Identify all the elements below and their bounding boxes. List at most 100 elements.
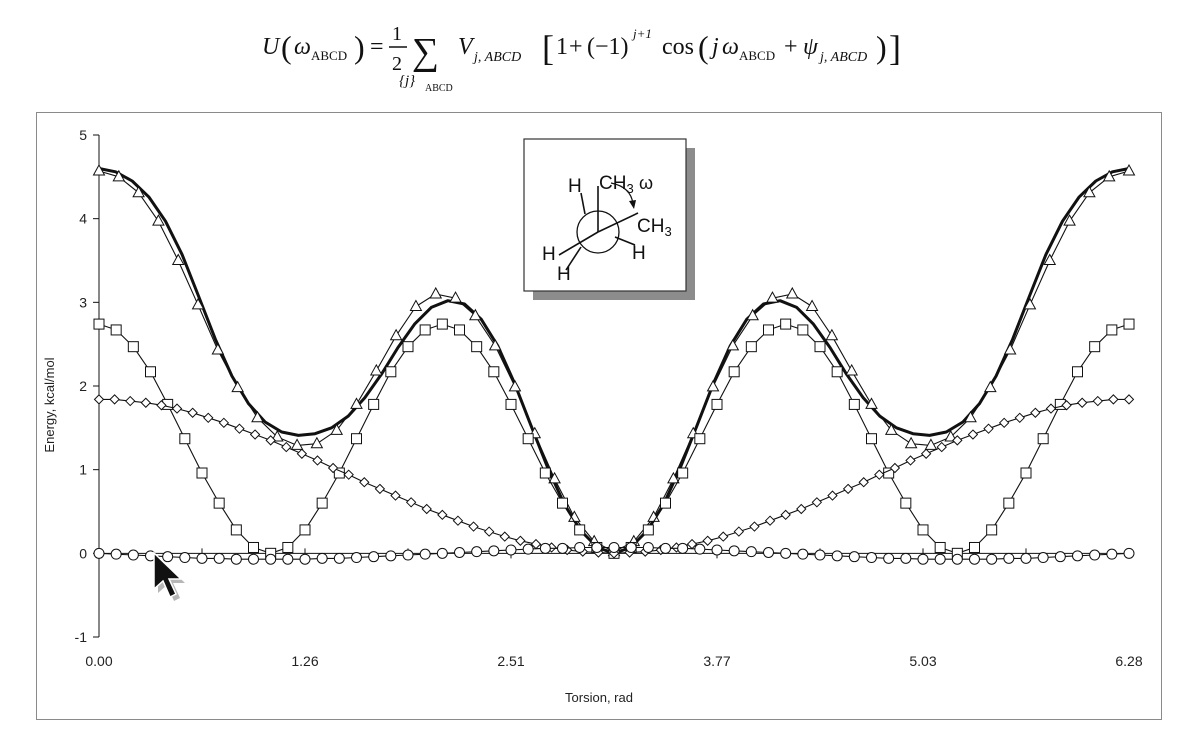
triangle-marker [508,379,522,392]
diamond-marker [343,469,354,480]
y-tick-label: 1 [79,462,87,478]
square-marker [1003,497,1015,509]
series-diamond [93,394,1135,559]
label-ch3-right: CH3 [637,216,672,239]
series-line [98,323,1130,554]
diamond-marker [125,395,136,407]
diamond-marker [780,509,791,521]
formula-U: U [262,34,281,60]
square-marker [230,524,242,536]
square-marker [196,467,208,479]
formula-sum-sub: {j} [399,73,415,89]
diamond-marker [811,497,823,508]
y-tick-label: 3 [79,294,87,310]
diamond-marker [140,397,152,408]
diamond-marker [718,531,729,542]
square-marker [1106,324,1118,336]
series-layer [92,163,1136,565]
square-marker [745,341,757,353]
triangle-marker [211,342,225,355]
diamond-marker [421,503,432,515]
formula-cos: cos [662,34,694,60]
diamond-marker [234,423,245,434]
formula-sigma: ∑ [412,31,439,73]
diamond-marker [93,394,105,405]
square-marker [471,341,483,353]
diamond-marker [327,462,339,474]
square-marker [282,541,294,553]
square-marker [780,318,792,330]
diamond-marker [858,477,869,488]
circle-marker [316,552,328,564]
diamond-marker [889,462,901,474]
triangle-marker [171,253,185,265]
diamond-marker [515,535,526,546]
circle-marker [848,551,860,563]
circle-marker [797,548,809,560]
circle-marker [1020,552,1032,564]
diamond-marker [1014,412,1025,424]
triangle-marker [1023,297,1037,310]
mouse-cursor-icon [153,551,185,601]
diamond-marker [405,497,417,508]
square-marker [179,433,191,445]
formula-plus-2: + [784,34,798,60]
square-marker [385,366,397,378]
diamond-marker [998,417,1010,429]
diamond-marker [171,403,183,414]
triangle-marker [429,286,443,299]
square-marker [351,433,362,445]
newman-projection-inset: CH3 CH3 H H H H ω [523,138,695,300]
square-marker [93,318,105,330]
square-marker [763,324,774,336]
triangle-marker [389,328,403,341]
diamond-marker [359,477,370,488]
square-marker [642,524,654,536]
square-marker [831,366,843,378]
circle-marker [265,553,277,565]
triangle-marker [548,471,561,484]
triangle-marker [1043,253,1057,265]
circle-marker [505,544,517,556]
y-tick-label: 5 [79,127,87,143]
circle-marker [539,542,551,554]
diamond-marker [967,429,979,440]
rotation-arrowhead [629,200,636,209]
triangle-marker [944,429,958,442]
triangle-marker [1102,169,1116,182]
triangle-marker [369,363,383,376]
bond-left [558,231,599,256]
formula-V: V [458,34,475,60]
diamond-marker [1123,394,1135,405]
triangle-marker [964,410,977,423]
formula-bracket-close: ] [889,28,901,68]
label-omega: ω [639,173,653,193]
formula-omega: ω [294,34,311,60]
y-tick-label: -1 [75,629,88,645]
circle-marker [711,544,723,556]
tick-labels: -1 0 1 2 3 4 5 0.00 1.26 2.51 3.77 5.03 6.28 [75,127,1143,669]
circle-marker [454,546,465,558]
triangle-marker [766,291,779,303]
formula-exponent: j+1 [631,26,652,41]
square-marker [402,341,414,353]
formula-cos-paren-close: ) [876,29,887,65]
circle-marker [351,552,362,564]
triangle-marker [290,438,304,450]
diamond-marker [296,448,308,459]
circle-marker [986,553,998,565]
diamond-marker [499,531,510,542]
square-marker [316,497,328,509]
diamond-marker [952,435,963,446]
formula-omega-2: ω [722,34,739,60]
formula-half-den: 2 [392,53,402,75]
bond-back-left [565,246,582,271]
triangle-marker [884,423,898,435]
label-ch3-top: CH3 [599,173,634,196]
diamond-marker [218,417,230,429]
y-tick-label: 2 [79,378,87,394]
circle-marker [368,551,380,563]
circle-marker [1054,551,1066,563]
triangle-marker [805,299,819,312]
formula-psi: ψ [803,34,819,60]
